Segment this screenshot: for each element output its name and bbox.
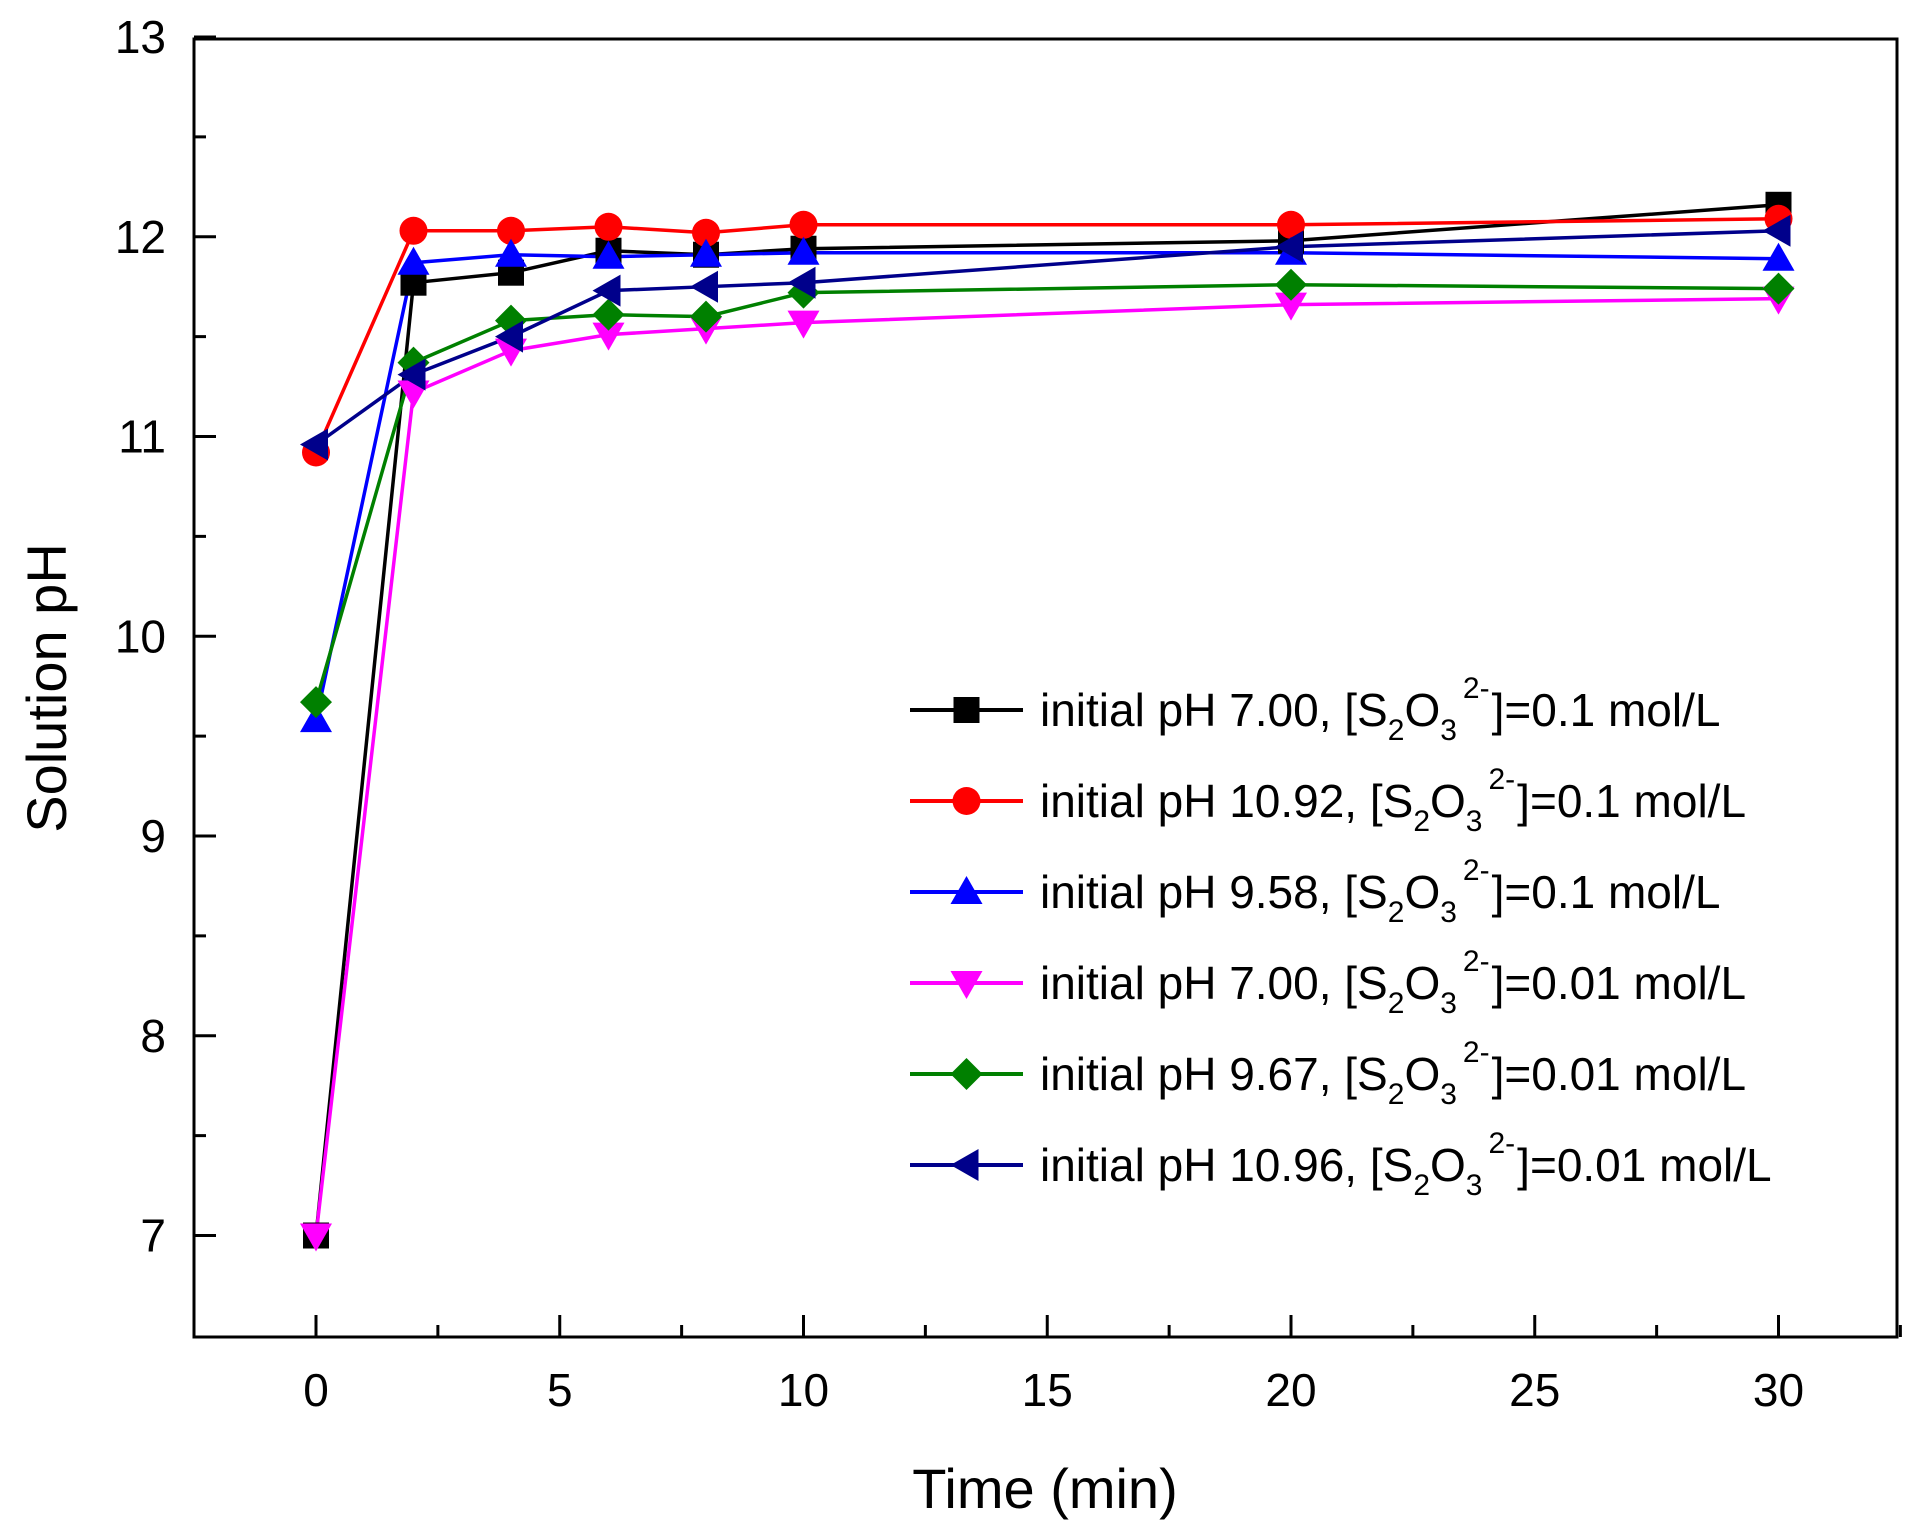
- y-tick-label: 13: [115, 11, 166, 63]
- x-tick-label: 10: [778, 1364, 829, 1416]
- legend-marker: [950, 876, 983, 904]
- x-tick-label: 30: [1753, 1364, 1804, 1416]
- y-tick-label: 11: [118, 411, 166, 463]
- legend-label: initial pH 10.96, [S2O32-]=0.01 mol/L: [1040, 1127, 1772, 1202]
- series-lines: [314, 203, 1779, 1236]
- data-point: [1762, 242, 1795, 271]
- data-point: [787, 266, 816, 299]
- data-point: [787, 236, 820, 265]
- plot-frame: [192, 37, 1899, 1339]
- legend-entry-3: initial pH 9.58, [S2O32-]=0.1 mol/L: [910, 854, 1720, 929]
- data-point: [592, 322, 625, 351]
- series-line-1: [314, 203, 1779, 1236]
- data-point: [397, 358, 426, 391]
- data-point: [397, 246, 430, 275]
- data-point: [1277, 210, 1305, 239]
- legend-label: initial pH 7.00, [S2O32-]=0.01 mol/L: [1040, 945, 1746, 1020]
- data-point: [690, 238, 722, 267]
- series-markers-4: [300, 286, 1795, 1252]
- legend-marker: [953, 697, 980, 723]
- series-line-6: [314, 229, 1779, 446]
- data-point: [692, 218, 720, 247]
- data-point: [497, 216, 525, 245]
- series-markers-6: [300, 214, 1791, 461]
- legend-marker: [952, 787, 981, 815]
- data-point: [787, 310, 820, 339]
- series-line-5: [314, 282, 1779, 703]
- legend-marker: [950, 971, 983, 999]
- data-point: [495, 320, 523, 353]
- legend-entry-2: initial pH 10.92, [S2O32-]=0.1 mol/L: [910, 763, 1746, 838]
- series-markers-5: [300, 268, 1795, 719]
- legend-entry-4: initial pH 7.00, [S2O32-]=0.01 mol/L: [910, 945, 1746, 1020]
- series-line-2: [314, 217, 1779, 454]
- tick-labels: 0 5 10 15 20 25 30 7 8 9 10 11 12 13: [115, 11, 1804, 1416]
- series-line-4: [314, 296, 1779, 1236]
- axis-ticks: [194, 35, 1902, 1337]
- x-tick-label: 0: [303, 1364, 329, 1416]
- data-point: [1762, 272, 1795, 305]
- y-axis-title: Solution pH: [15, 543, 78, 833]
- y-tick-label: 12: [115, 211, 166, 263]
- data-point: [300, 686, 332, 719]
- data-point: [1275, 268, 1307, 301]
- legend-label: initial pH 9.58, [S2O32-]=0.1 mol/L: [1040, 854, 1720, 929]
- x-tick-label: 5: [547, 1364, 573, 1416]
- data-point: [300, 428, 328, 461]
- data-point: [399, 216, 428, 245]
- data-point: [690, 270, 718, 303]
- data-point: [592, 240, 625, 269]
- x-tick-label: 20: [1265, 1364, 1316, 1416]
- data-point: [592, 274, 621, 307]
- legend: initial pH 7.00, [S2O32-]=0.1 mol/L initi…: [910, 672, 1772, 1202]
- legend-marker: [950, 1058, 983, 1090]
- data-point: [594, 212, 623, 241]
- y-tick-label: 10: [115, 610, 166, 662]
- y-tick-label: 9: [140, 810, 166, 862]
- series-markers: [300, 191, 1795, 1252]
- series-line-3: [314, 250, 1779, 721]
- data-point: [789, 210, 818, 239]
- legend-label: initial pH 9.67, [S2O32-]=0.01 mol/L: [1040, 1036, 1746, 1111]
- legend-entry-6: initial pH 10.96, [S2O32-]=0.01 mol/L: [910, 1127, 1772, 1202]
- data-point: [1275, 292, 1307, 321]
- data-point: [690, 300, 722, 333]
- legend-label: initial pH 10.92, [S2O32-]=0.1 mol/L: [1040, 763, 1746, 838]
- series-markers-3: [300, 236, 1795, 733]
- x-axis-title: Time (min): [912, 1457, 1177, 1520]
- legend-entry-1: initial pH 7.00, [S2O32-]=0.1 mol/L: [910, 672, 1720, 747]
- legend-label: initial pH 7.00, [S2O32-]=0.1 mol/L: [1040, 672, 1720, 747]
- y-tick-label: 8: [140, 1010, 166, 1062]
- x-tick-label: 15: [1022, 1364, 1073, 1416]
- data-point: [300, 1223, 332, 1252]
- data-point: [495, 238, 527, 267]
- y-tick-label: 7: [140, 1210, 166, 1262]
- data-point: [1275, 230, 1303, 263]
- x-tick-label: 25: [1509, 1364, 1560, 1416]
- legend-entry-5: initial pH 9.67, [S2O32-]=0.01 mol/L: [910, 1036, 1746, 1111]
- data-point: [1762, 214, 1791, 247]
- legend-marker: [950, 1149, 979, 1181]
- data-point: [592, 298, 625, 331]
